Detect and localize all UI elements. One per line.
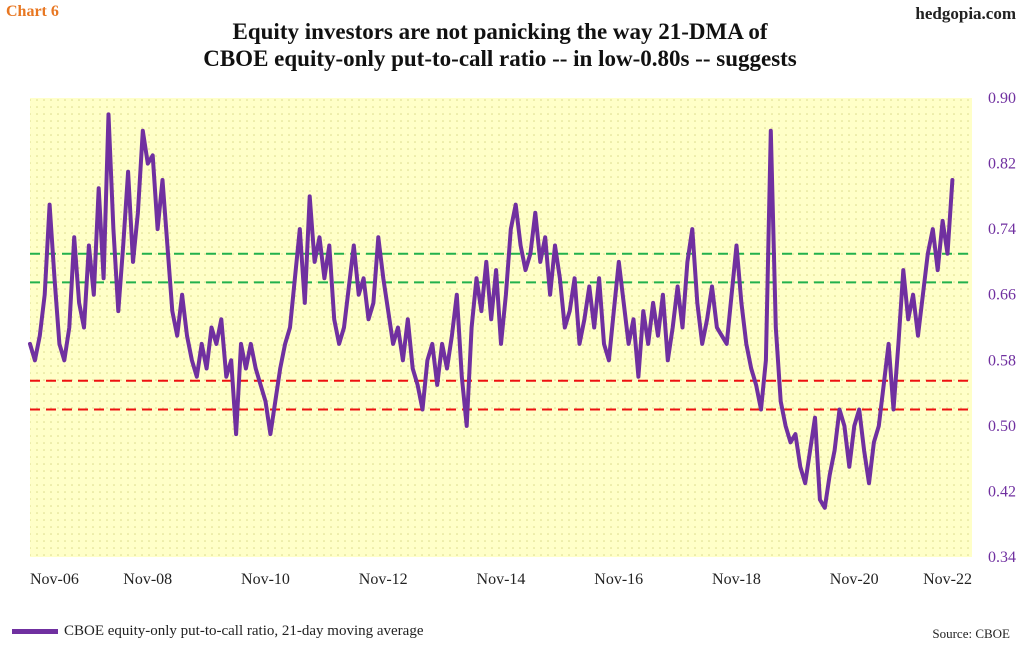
chart-number-label: Chart 6 <box>6 3 59 20</box>
y-tick-label: 0.50 <box>988 418 1016 435</box>
y-tick-label: 0.66 <box>988 287 1016 304</box>
y-tick-label: 0.34 <box>988 549 1016 566</box>
legend: CBOE equity-only put-to-call ratio, 21-d… <box>12 621 424 641</box>
x-tick-label: Nov-20 <box>830 571 879 588</box>
y-tick-label: 0.90 <box>988 90 1016 107</box>
source-note: Source: CBOE <box>932 626 1010 641</box>
chart-title-line-1: Equity investors are not panicking the w… <box>232 19 768 44</box>
x-tick-label: Nov-22 <box>923 571 972 588</box>
x-tick-label: Nov-08 <box>123 571 172 588</box>
x-tick-label: Nov-18 <box>712 571 761 588</box>
y-tick-label: 0.82 <box>988 156 1016 173</box>
x-tick-label: Nov-14 <box>477 571 526 588</box>
x-tick-label: Nov-10 <box>241 571 290 588</box>
y-tick-label: 0.74 <box>988 221 1016 238</box>
chart-title-line-2: CBOE equity-only put-to-call ratio -- in… <box>203 46 797 71</box>
series-line-put-call-ratio <box>28 112 955 510</box>
x-tick-label: Nov-16 <box>594 571 643 588</box>
site-name: hedgopia.com <box>915 4 1016 23</box>
legend-swatch <box>12 628 58 634</box>
y-tick-label: 0.42 <box>988 483 1016 500</box>
y-tick-label: 0.58 <box>988 352 1016 369</box>
legend-label: CBOE equity-only put-to-call ratio, 21-d… <box>64 622 424 639</box>
chart-title: Equity investors are not panicking the w… <box>150 18 850 72</box>
x-tick-label: Nov-06 <box>30 571 79 588</box>
x-tick-label: Nov-12 <box>359 571 408 588</box>
